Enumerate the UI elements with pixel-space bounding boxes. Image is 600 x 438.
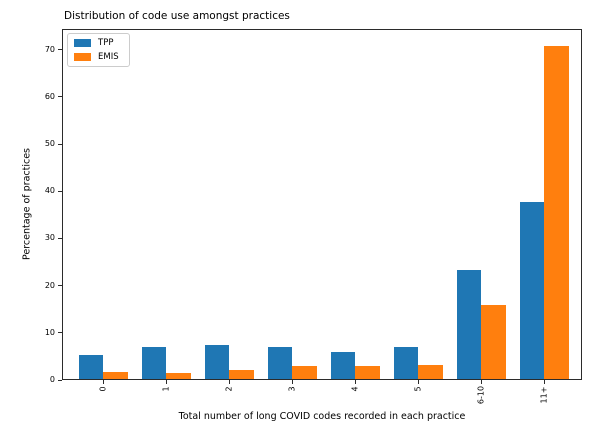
x-tick-label: 4 [350, 385, 360, 392]
emis-series-swatch [74, 53, 91, 61]
plot-area [62, 29, 582, 380]
y-tick-label: 60 [44, 91, 55, 101]
bars-layer [62, 29, 582, 380]
x-tick-label: 5 [413, 385, 423, 392]
bar-tpp-11+ [519, 201, 544, 380]
bar-tpp-5 [393, 346, 418, 380]
y-tick-label: 10 [44, 327, 55, 337]
y-tick-mark [58, 49, 62, 51]
x-tick-mark [355, 380, 356, 384]
x-tick-mark [229, 380, 230, 384]
x-tick-label: 11+ [539, 386, 549, 403]
y-tick-label: 0 [49, 375, 55, 384]
legend-label-tpp: TPP [98, 38, 114, 48]
bar-emis-3 [292, 366, 317, 380]
bar-emis-1 [166, 373, 191, 380]
y-tick-label: 50 [44, 139, 55, 149]
bar-tpp-2 [204, 344, 229, 380]
y-tick-mark [58, 143, 62, 145]
y-tick-label: 70 [44, 44, 55, 54]
x-tick-label: 3 [287, 385, 297, 392]
x-tick-label: 2 [224, 385, 234, 392]
y-tick-mark [58, 190, 62, 192]
legend-item-emis: EMIS [74, 52, 119, 62]
bar-tpp-3 [267, 347, 292, 380]
y-tick-mark [58, 237, 62, 239]
y-tick-label: 30 [44, 233, 55, 243]
x-tick-mark [292, 380, 293, 384]
bar-emis-0 [103, 371, 128, 380]
y-tick-mark [58, 379, 62, 381]
bar-tpp-1 [141, 347, 166, 380]
x-tick-label: 1 [161, 385, 171, 392]
bar-tpp-0 [78, 354, 103, 380]
x-tick-mark [166, 380, 167, 384]
y-tick-label: 40 [44, 186, 55, 196]
chart-title: Distribution of code use amongst practic… [64, 10, 290, 22]
tpp-series-swatch [74, 39, 91, 47]
x-tick-mark [418, 380, 419, 384]
bar-tpp-4 [330, 351, 355, 380]
bar-emis-6-10 [481, 304, 506, 380]
bar-tpp-6-10 [456, 269, 481, 380]
y-tick-label: 20 [44, 280, 55, 290]
x-tick-label: 0 [98, 385, 108, 392]
y-tick-mark [58, 332, 62, 334]
legend: TPP EMIS [67, 33, 130, 67]
y-tick-mark [58, 285, 62, 287]
bar-emis-4 [355, 366, 380, 380]
x-axis-label: Total number of long COVID codes recorde… [178, 411, 466, 422]
legend-item-tpp: TPP [74, 38, 119, 48]
bar-emis-2 [229, 370, 254, 380]
bar-emis-11+ [544, 45, 569, 380]
bar-emis-5 [418, 364, 443, 380]
legend-label-emis: EMIS [98, 52, 119, 62]
x-tick-mark [103, 380, 104, 384]
x-tick-label: 6-10 [476, 385, 486, 405]
x-tick-mark [544, 380, 545, 384]
y-tick-mark [58, 96, 62, 98]
x-tick-mark [481, 380, 482, 384]
